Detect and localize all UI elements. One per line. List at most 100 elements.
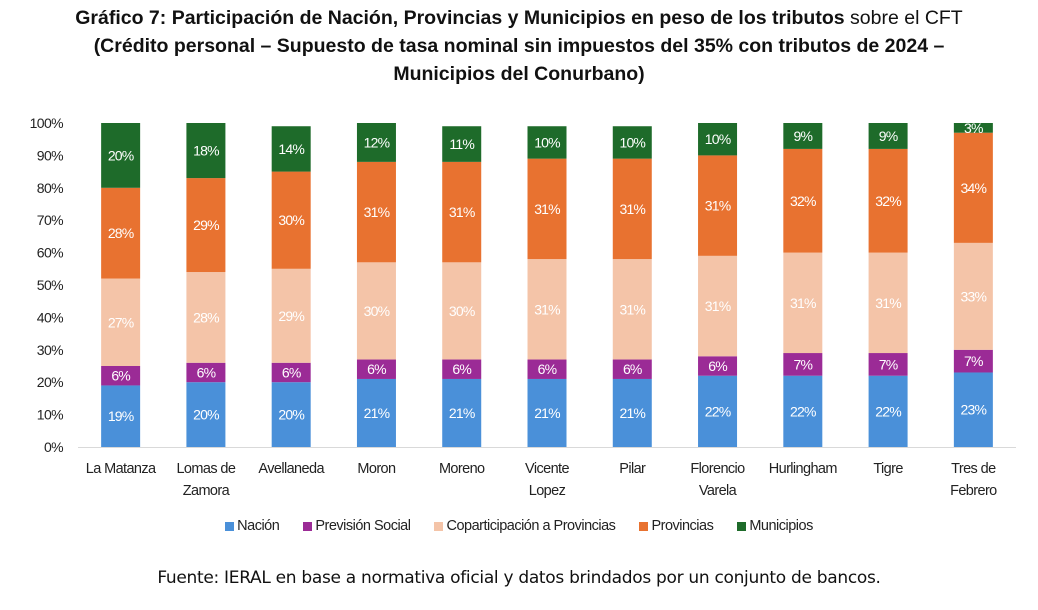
data-label: 31% xyxy=(619,201,645,217)
bar-segment xyxy=(783,123,823,149)
x-tick-label-line: Lomas de xyxy=(176,461,235,477)
bar-segment xyxy=(953,242,993,350)
legend-label: Coparticipación a Provincias xyxy=(446,518,616,534)
data-label: 31% xyxy=(534,301,560,317)
bar-segment xyxy=(101,278,141,366)
bar-segment xyxy=(186,123,226,179)
legend-item: Coparticipación a Provincias xyxy=(434,518,616,534)
bar-segment xyxy=(612,126,652,159)
x-tick-label: Pilar xyxy=(619,461,646,477)
bar-segment xyxy=(783,353,823,376)
y-tick-label: 0% xyxy=(44,439,63,455)
x-tick-label: Tigre xyxy=(873,461,903,477)
legend-item: Municipios xyxy=(737,518,813,534)
y-tick-label: 90% xyxy=(37,147,63,163)
x-tick-label: Lomas de Zamora xyxy=(176,461,235,499)
x-tick-label-line: Pilar xyxy=(619,461,646,477)
x-tick-label: Moron xyxy=(357,461,396,477)
y-tick-label: 80% xyxy=(37,180,63,196)
data-label: 22% xyxy=(705,403,731,419)
x-tick-label: Hurlingham xyxy=(769,461,838,477)
bar-segment xyxy=(698,375,738,447)
bar-segment xyxy=(783,375,823,447)
data-label: 12% xyxy=(364,134,390,150)
data-label: 20% xyxy=(278,407,304,423)
data-label: 6% xyxy=(197,364,216,380)
data-label: 32% xyxy=(790,193,816,209)
bar-segment xyxy=(271,382,311,447)
bar-stack: 19% 6% 27% 28% 20% xyxy=(101,123,141,447)
bar-segment xyxy=(442,359,482,379)
bar-stack: 21% 6% 31% 31% 10% xyxy=(612,126,652,447)
legend-label: Previsión Social xyxy=(315,518,411,534)
bar-segment xyxy=(953,349,993,373)
bar-segment xyxy=(868,252,908,354)
bar-segment xyxy=(271,171,311,269)
x-tick-label-line: Moron xyxy=(357,461,396,477)
legend-label: Provincias xyxy=(651,518,714,534)
data-label: 10% xyxy=(534,134,560,150)
bar-segment xyxy=(783,252,823,354)
x-tick-label-line: Zamora xyxy=(183,483,231,499)
legend-item: Provincias xyxy=(639,518,714,534)
source-note: Fuente: IERAL en base a normativa oficia… xyxy=(157,568,881,588)
data-label: 7% xyxy=(879,356,898,372)
data-label: 31% xyxy=(449,204,475,220)
y-tick-label: 60% xyxy=(37,245,63,261)
y-tick-label: 30% xyxy=(37,342,63,358)
bar-stack: 22% 7% 31% 32% 9% xyxy=(868,123,908,447)
data-label: 31% xyxy=(619,301,645,317)
x-tick-label-line: Florencio xyxy=(690,461,745,477)
bar-stack: 21% 6% 30% 31% 11% xyxy=(442,126,482,447)
x-tick-label-line: Tigre xyxy=(873,461,903,477)
bar-segment xyxy=(271,362,311,383)
data-label: 21% xyxy=(619,405,645,421)
legend-item: Nación xyxy=(225,518,280,534)
data-label: 18% xyxy=(193,143,219,159)
bar-segment xyxy=(698,155,738,256)
data-label: 29% xyxy=(278,308,304,324)
x-tick-label: Vicente Lopez xyxy=(525,461,569,499)
bar-segment xyxy=(271,268,311,363)
bar-segment xyxy=(356,262,396,360)
bar-segment xyxy=(868,375,908,447)
legend-label: Nación xyxy=(237,518,280,534)
bar-segment xyxy=(612,359,652,379)
bar-segment xyxy=(612,259,652,360)
x-tick-label-line: Febrero xyxy=(950,483,997,499)
data-label: 10% xyxy=(705,131,731,147)
x-tick-label: Tres de Febrero xyxy=(950,461,997,499)
bar-segment xyxy=(698,356,738,376)
data-label: 29% xyxy=(193,217,219,233)
bar-segment xyxy=(101,385,141,447)
bar-stack: 20% 6% 29% 30% 14% xyxy=(271,126,311,447)
data-label: 23% xyxy=(961,402,987,418)
bar-segment xyxy=(356,123,396,162)
data-label: 27% xyxy=(108,314,134,330)
y-tick-label: 10% xyxy=(37,407,63,423)
y-tick-label: 50% xyxy=(37,277,63,293)
bar-segment xyxy=(442,161,482,263)
data-label: 6% xyxy=(452,361,471,377)
bar-segment xyxy=(356,378,396,447)
data-label: 11% xyxy=(449,136,474,152)
x-tick-label: Moreno xyxy=(439,461,485,477)
bar-segment xyxy=(698,255,738,357)
bar-segment xyxy=(186,362,226,383)
x-tick-label-line: La Matanza xyxy=(86,461,157,477)
data-label: 28% xyxy=(108,225,134,241)
legend-swatch xyxy=(639,521,649,531)
data-label: 3% xyxy=(964,120,983,136)
bar-stack: 22% 6% 31% 31% 10% xyxy=(698,123,738,447)
bar-stack: 22% 7% 31% 32% 9% xyxy=(783,123,823,447)
data-label: 32% xyxy=(875,193,901,209)
x-tick-label-line: Varela xyxy=(699,483,738,499)
title-line-3: Municipios del Conurbano) xyxy=(393,63,645,85)
legend-swatch xyxy=(303,521,313,531)
legend-item: Previsión Social xyxy=(303,518,411,534)
bar-segment xyxy=(271,126,311,172)
title-line-2: (Crédito personal – Supuesto de tasa nom… xyxy=(93,35,945,57)
legend-swatch xyxy=(434,521,444,531)
data-label: 34% xyxy=(961,180,987,196)
data-label: 31% xyxy=(790,295,816,311)
